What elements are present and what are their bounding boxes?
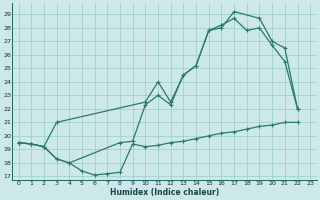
X-axis label: Humidex (Indice chaleur): Humidex (Indice chaleur): [110, 188, 219, 197]
